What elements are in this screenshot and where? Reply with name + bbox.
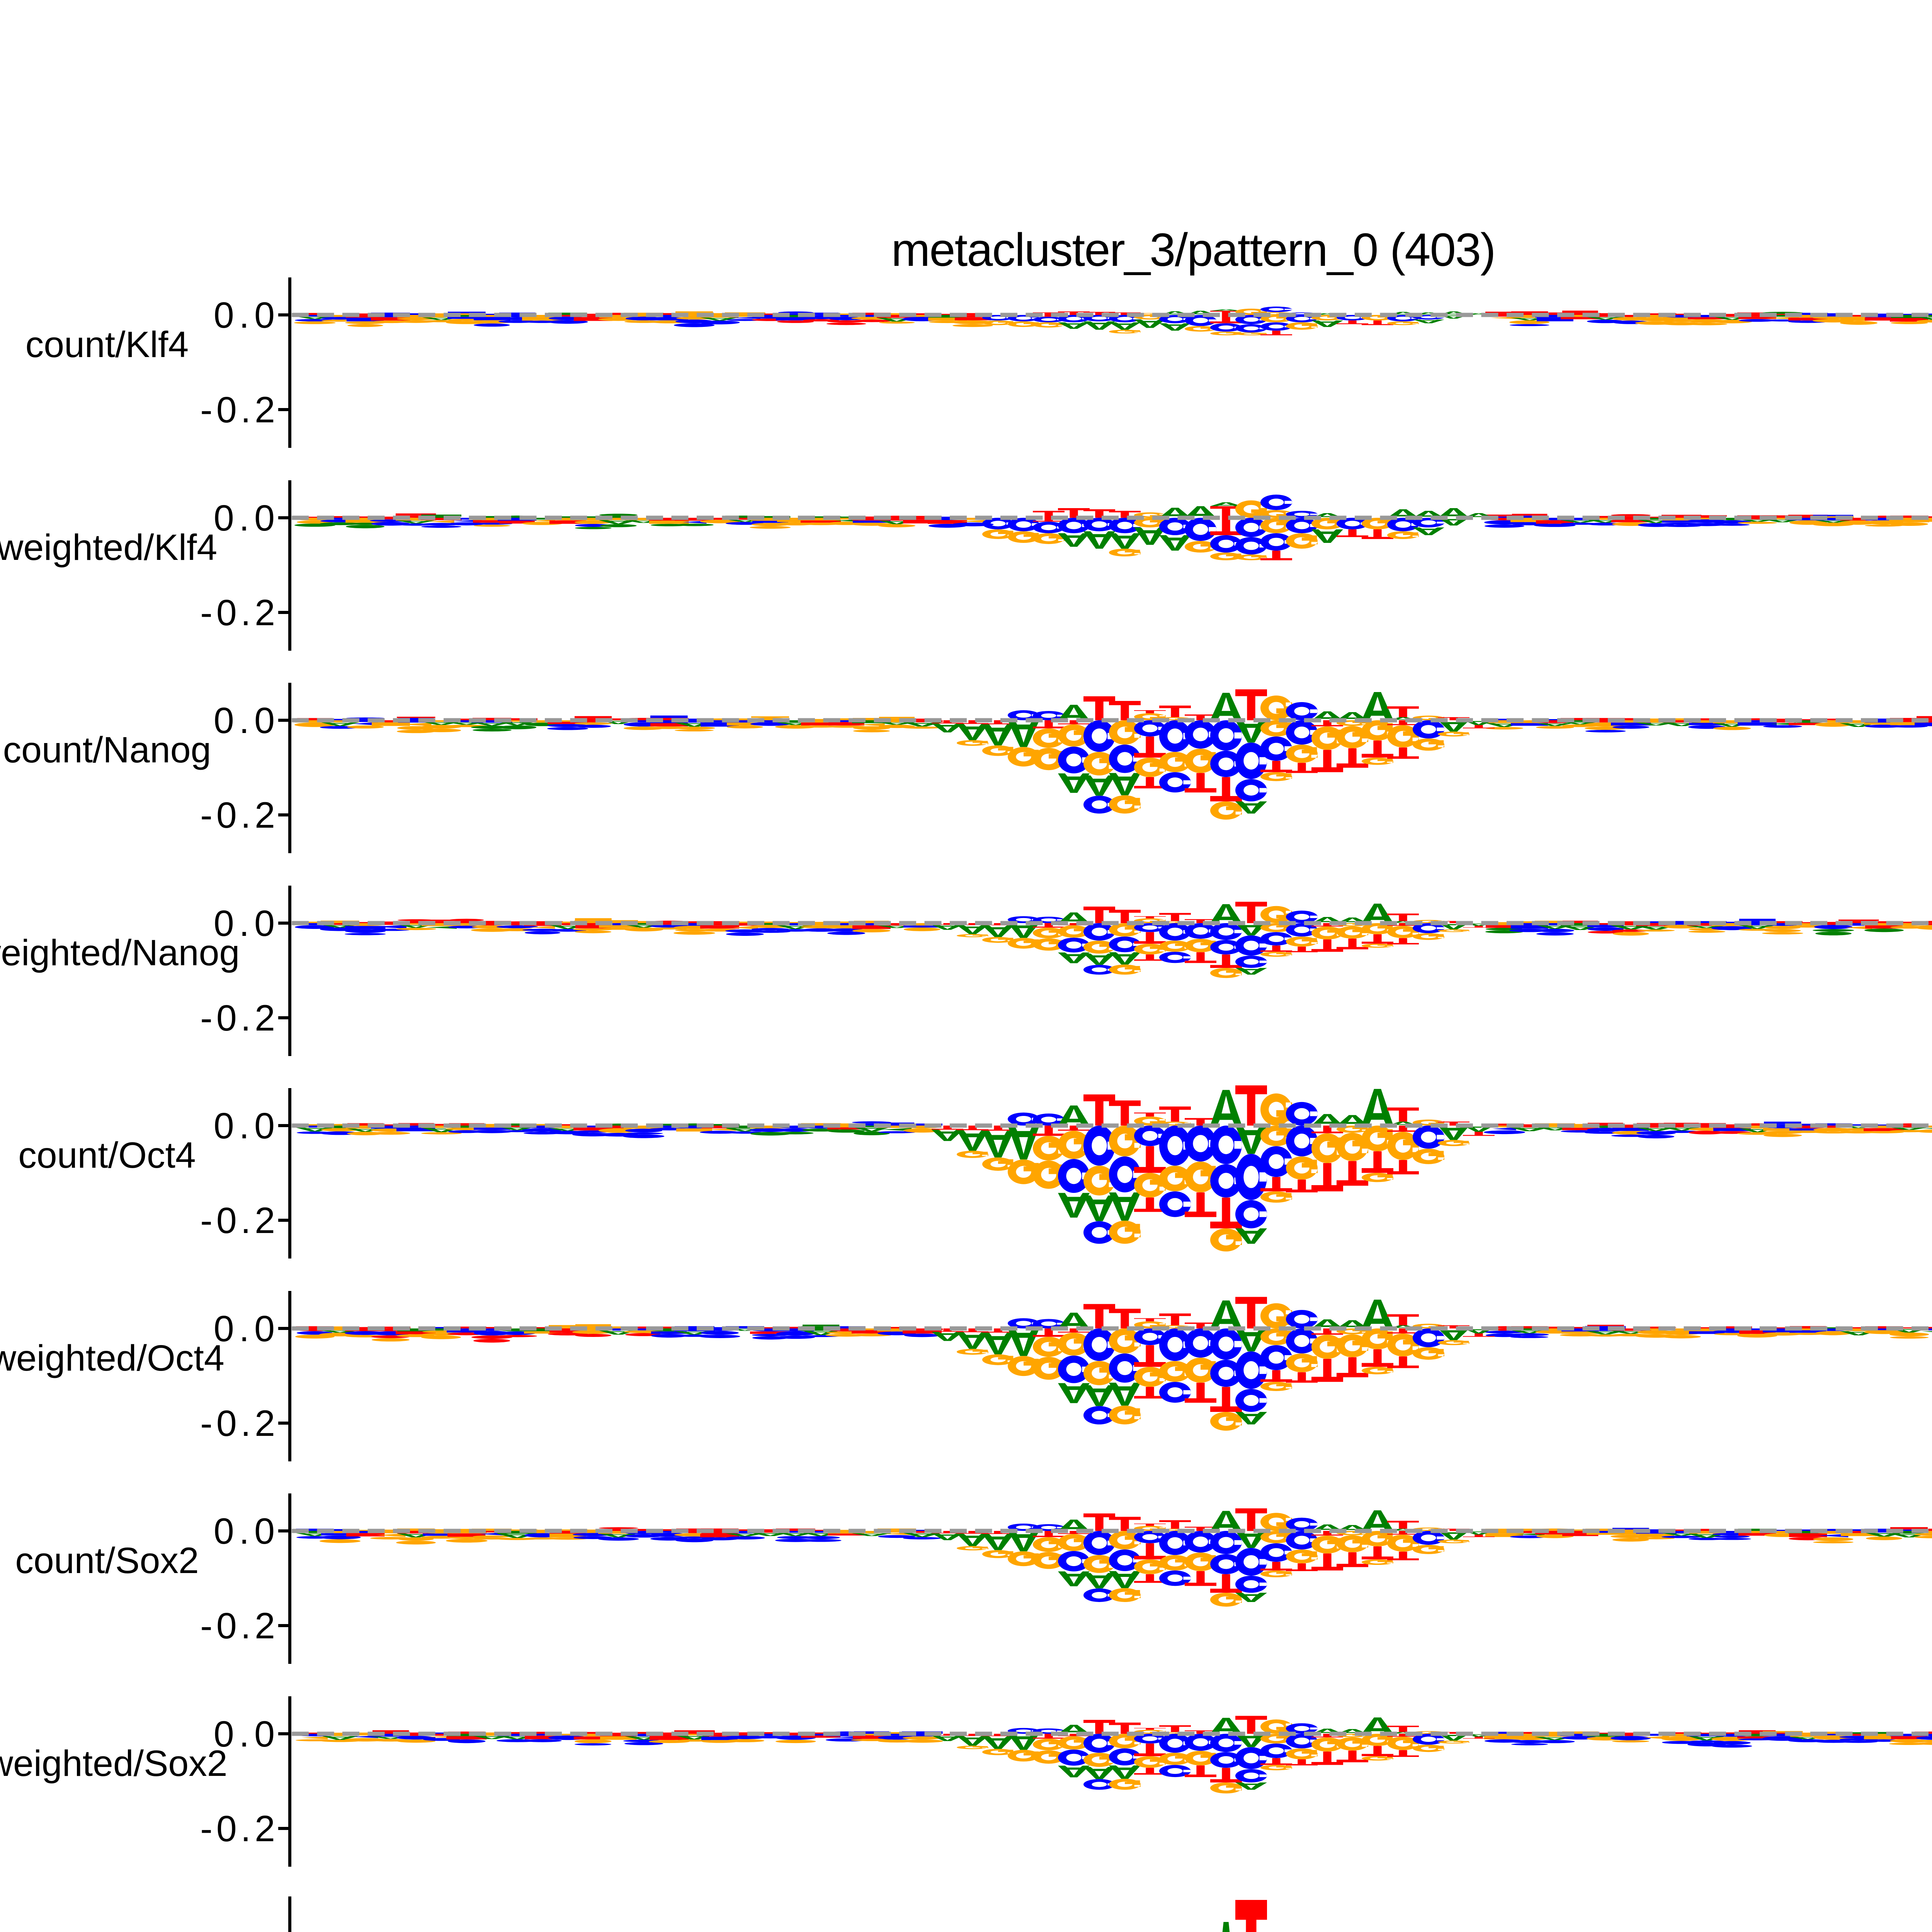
svg-text:0.0: 0.0 <box>214 498 280 539</box>
svg-text:count/Oct4: count/Oct4 <box>18 1135 196 1176</box>
svg-text:-0.2: -0.2 <box>200 1403 279 1444</box>
svg-text:0.0: 0.0 <box>214 1308 280 1349</box>
svg-text:-0.2: -0.2 <box>200 389 279 430</box>
svg-text:0.0: 0.0 <box>214 1511 280 1552</box>
svg-text:count/Nanog: count/Nanog <box>3 730 211 770</box>
svg-text:metacluster_3/pattern_0 (403): metacluster_3/pattern_0 (403) <box>891 223 1495 276</box>
svg-text:-0.2: -0.2 <box>200 1605 279 1646</box>
svg-text:weighted/Nanog: weighted/Nanog <box>0 932 240 973</box>
svg-text:-0.2: -0.2 <box>200 592 279 633</box>
svg-text:weighted/Klf4: weighted/Klf4 <box>0 527 217 568</box>
svg-text:0.0: 0.0 <box>214 700 280 741</box>
svg-text:weighted/Sox2: weighted/Sox2 <box>0 1743 228 1784</box>
svg-text:count/Klf4: count/Klf4 <box>26 324 189 365</box>
svg-text:-0.2: -0.2 <box>200 795 279 836</box>
svg-text:count/Sox2: count/Sox2 <box>15 1540 199 1581</box>
svg-text:-0.2: -0.2 <box>200 1200 279 1241</box>
svg-text:-0.2: -0.2 <box>200 1808 279 1849</box>
svg-text:0.0: 0.0 <box>214 1714 280 1755</box>
svg-text:0.0: 0.0 <box>214 903 280 944</box>
svg-text:weighted/Oct4: weighted/Oct4 <box>0 1338 224 1379</box>
svg-text:0.0: 0.0 <box>214 295 280 336</box>
svg-text:0.0: 0.0 <box>214 1105 280 1146</box>
svg-text:-0.2: -0.2 <box>200 998 279 1039</box>
